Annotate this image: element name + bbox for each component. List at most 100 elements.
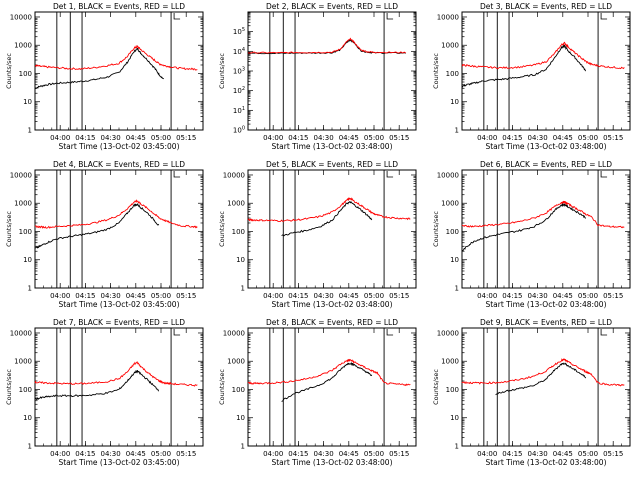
x-tick-label: 05:15 bbox=[603, 134, 623, 142]
y-tick-label: 100 bbox=[446, 228, 459, 236]
x-tick-label: 04:00 bbox=[263, 292, 283, 300]
x-tick-label: 05:00 bbox=[578, 134, 598, 142]
y-tick-label: 10000 bbox=[10, 171, 32, 179]
x-tick-label: 04:00 bbox=[50, 292, 70, 300]
x-tick-label: 04:45 bbox=[553, 292, 573, 300]
y-axis-label: Counts/sec bbox=[218, 211, 226, 247]
interval-bracket bbox=[386, 329, 394, 336]
plot-frame bbox=[247, 11, 417, 131]
series-line-events bbox=[495, 362, 587, 396]
series-line-events bbox=[281, 361, 373, 402]
y-tick-label: 100 bbox=[19, 386, 32, 394]
x-tick-label: 04:45 bbox=[126, 292, 146, 300]
y-tick-label: 1000 bbox=[441, 42, 459, 50]
x-axis-label: Start Time (13-Oct-02 03:48:00) bbox=[271, 300, 392, 309]
x-tick-label: 04:00 bbox=[477, 292, 497, 300]
interval-bracket bbox=[600, 171, 608, 178]
x-tick-label: 05:15 bbox=[176, 134, 196, 142]
y-axis-label: Counts/sec bbox=[5, 369, 13, 405]
y-tick-label: 1 bbox=[455, 285, 459, 293]
interval-bracket bbox=[600, 13, 608, 20]
y-tick-label: 1 bbox=[455, 443, 459, 451]
y-axis-label: Counts/sec bbox=[432, 211, 440, 247]
y-tick-label: 1 bbox=[28, 443, 32, 451]
x-tick-label: 04:30 bbox=[528, 134, 548, 142]
interval-bracket bbox=[386, 13, 394, 20]
plot-frame bbox=[461, 169, 631, 289]
x-tick-label: 05:00 bbox=[578, 292, 598, 300]
plot-frame bbox=[34, 327, 204, 447]
series-line-lld bbox=[34, 45, 198, 71]
y-axis-label: Counts/sec bbox=[432, 369, 440, 405]
y-tick-label: 1000 bbox=[227, 358, 245, 366]
y-tick-label: 1 bbox=[28, 127, 32, 135]
x-tick-label: 05:00 bbox=[151, 134, 171, 142]
x-tick-label: 04:15 bbox=[75, 292, 95, 300]
x-tick-label: 04:30 bbox=[314, 134, 334, 142]
y-tick-label: 10 bbox=[236, 256, 245, 264]
chart-title: Det 7, BLACK = Events, RED = LLD bbox=[53, 318, 185, 327]
y-tick-label: 10 bbox=[450, 98, 459, 106]
x-tick-label: 04:00 bbox=[50, 450, 70, 458]
x-tick-label: 05:00 bbox=[364, 134, 384, 142]
series-line-events bbox=[462, 202, 586, 252]
chart-panel-8: Det 8, BLACK = Events, RED = LLD 1 10 100 10… bbox=[218, 318, 417, 467]
x-axis-label: Start Time (13-Oct-02 03:45:00) bbox=[58, 458, 179, 467]
x-tick-label: 04:30 bbox=[101, 134, 121, 142]
y-axis-label: Counts/sec bbox=[218, 369, 226, 405]
y-axis-label: Counts/sec bbox=[5, 211, 13, 247]
x-tick-label: 04:45 bbox=[339, 134, 359, 142]
y-tick-label: 101 bbox=[233, 106, 245, 115]
x-tick-label: 04:30 bbox=[528, 292, 548, 300]
chart-panel-7: Det 7, BLACK = Events, RED = LLD 1 10 100 10… bbox=[5, 318, 204, 467]
series-line-lld bbox=[247, 358, 411, 387]
y-tick-label: 1 bbox=[241, 285, 245, 293]
y-tick-label: 105 bbox=[233, 27, 245, 36]
chart-title: Det 9, BLACK = Events, RED = LLD bbox=[480, 318, 612, 327]
y-tick-label: 10 bbox=[23, 98, 32, 106]
series-line-events bbox=[461, 44, 587, 88]
x-tick-label: 04:30 bbox=[314, 450, 334, 458]
chart-title: Det 5, BLACK = Events, RED = LLD bbox=[266, 160, 398, 169]
series-line-events bbox=[281, 201, 373, 237]
x-tick-label: 04:00 bbox=[263, 134, 283, 142]
chart-title: Det 4, BLACK = Events, RED = LLD bbox=[53, 160, 185, 169]
y-tick-label: 10 bbox=[23, 414, 32, 422]
x-tick-label: 04:45 bbox=[126, 134, 146, 142]
y-axis-label: Counts/sec bbox=[218, 53, 226, 89]
x-axis-label: Start Time (13-Oct-02 03:48:00) bbox=[271, 458, 392, 467]
plot-frame bbox=[34, 11, 204, 131]
y-tick-label: 1 bbox=[241, 443, 245, 451]
x-tick-label: 05:15 bbox=[389, 134, 409, 142]
interval-bracket bbox=[173, 171, 181, 178]
chart-title: Det 2, BLACK = Events, RED = LLD bbox=[266, 2, 398, 11]
chart-panel-3: Det 3, BLACK = Events, RED = LLD 1 10 100 10… bbox=[432, 2, 631, 151]
x-tick-label: 04:15 bbox=[502, 292, 522, 300]
x-axis-label: Start Time (13-Oct-02 03:48:00) bbox=[485, 458, 606, 467]
y-tick-label: 104 bbox=[233, 47, 245, 56]
x-tick-label: 05:00 bbox=[364, 292, 384, 300]
x-tick-label: 05:00 bbox=[364, 450, 384, 458]
chart-title: Det 1, BLACK = Events, RED = LLD bbox=[53, 2, 185, 11]
series-line-events bbox=[34, 47, 164, 90]
series-line-lld bbox=[247, 197, 411, 223]
x-axis-label: Start Time (13-Oct-02 03:48:00) bbox=[485, 142, 606, 151]
chart-panel-4: Det 4, BLACK = Events, RED = LLD 1 10 100 10… bbox=[5, 160, 204, 309]
plot-frame bbox=[34, 169, 204, 289]
y-tick-label: 1 bbox=[28, 285, 32, 293]
x-tick-label: 04:00 bbox=[50, 134, 70, 142]
x-tick-label: 05:15 bbox=[389, 292, 409, 300]
y-tick-label: 1000 bbox=[441, 358, 459, 366]
x-tick-label: 05:15 bbox=[603, 450, 623, 458]
chart-title: Det 6, BLACK = Events, RED = LLD bbox=[480, 160, 612, 169]
x-tick-label: 04:45 bbox=[339, 292, 359, 300]
x-tick-label: 04:30 bbox=[528, 450, 548, 458]
series-line-lld bbox=[461, 41, 625, 70]
y-tick-label: 102 bbox=[233, 86, 245, 95]
x-tick-label: 04:30 bbox=[314, 292, 334, 300]
y-tick-label: 100 bbox=[446, 70, 459, 78]
y-tick-label: 10 bbox=[236, 414, 245, 422]
series-line-events bbox=[34, 369, 160, 401]
x-tick-label: 04:00 bbox=[477, 134, 497, 142]
